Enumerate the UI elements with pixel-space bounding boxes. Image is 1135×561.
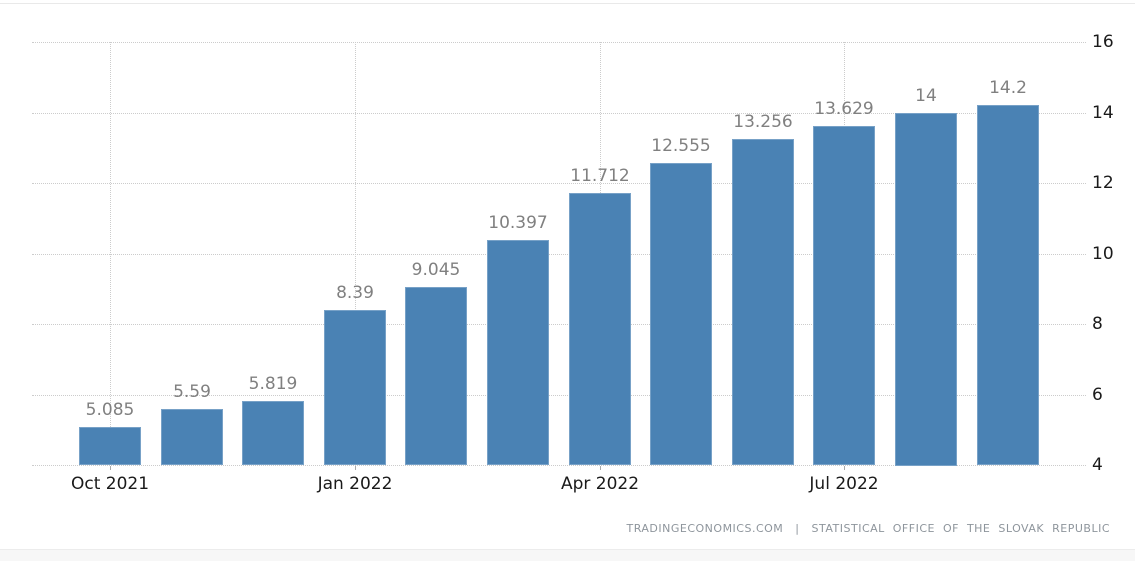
x-axis-tick-label: Apr 2022: [560, 474, 640, 494]
x-axis-tick-label: Jan 2022: [317, 474, 393, 494]
y-axis-tick-label: 8: [1092, 314, 1103, 334]
h-gridline: [32, 113, 1086, 114]
h-gridline: [32, 395, 1086, 396]
h-gridline: [32, 324, 1086, 325]
bar-value-label: 14: [915, 86, 937, 106]
bottom-strip: [0, 549, 1135, 561]
bar-value-label: 5.819: [248, 374, 298, 394]
v-gridline: [110, 42, 111, 465]
y-axis-tick-label: 4: [1092, 455, 1103, 475]
bar: [650, 163, 712, 465]
tradingeconomics-link[interactable]: TRADINGECONOMICS.COM: [626, 522, 784, 535]
x-axis-tick-mark: [355, 466, 356, 470]
bar: [813, 126, 875, 465]
bar: [161, 409, 223, 465]
y-axis-tick-label: 16: [1092, 32, 1114, 52]
y-axis-tick-label: 12: [1092, 173, 1114, 193]
bar: [79, 427, 141, 465]
v-gridline: [355, 42, 356, 465]
bar-value-label: 14.2: [989, 78, 1027, 98]
x-axis-tick-label: Oct 2021: [70, 474, 150, 494]
y-axis-tick-label: 10: [1092, 244, 1114, 264]
x-axis-tick-label: Jul 2022: [809, 474, 879, 494]
bar-value-label: 8.39: [336, 283, 374, 303]
bar: [569, 193, 631, 465]
y-axis-tick-label: 6: [1092, 385, 1103, 405]
bar-value-label: 9.045: [411, 260, 461, 280]
attribution-separator: |: [795, 522, 800, 535]
attribution: TRADINGECONOMICS.COM | STATISTICAL OFFIC…: [626, 522, 1110, 535]
bar-value-label: 13.629: [814, 99, 874, 119]
top-divider: [0, 3, 1135, 4]
x-axis-tick-mark: [110, 466, 111, 470]
bar-chart: 16 14 12 10 8 6 4 Oct 2021 Jan 2022 Apr 2022 Jul 2…: [32, 32, 1114, 494]
bar: [242, 401, 304, 465]
bar-value-label: 13.256: [733, 112, 793, 132]
bar: [732, 139, 794, 465]
h-gridline: [32, 183, 1086, 184]
h-gridline: [32, 254, 1086, 255]
bar-value-label: 5.085: [85, 400, 135, 420]
bar-value-label: 5.59: [173, 382, 211, 402]
bar: [977, 105, 1039, 465]
x-axis-tick-mark: [600, 466, 601, 470]
bar: [487, 240, 549, 465]
bar-value-label: 10.397: [488, 213, 548, 233]
bar: [405, 287, 467, 465]
y-axis-tick-label: 14: [1092, 103, 1114, 123]
h-gridline: [32, 465, 1086, 466]
bar-value-label: 12.555: [651, 136, 711, 156]
x-axis-tick-mark: [844, 466, 845, 470]
bar: [895, 113, 957, 466]
attribution-source: STATISTICAL OFFICE OF THE SLOVAK REPUBLI…: [811, 522, 1110, 535]
bar: [324, 310, 386, 465]
h-gridline: [32, 42, 1086, 43]
bar-value-label: 11.712: [570, 166, 630, 186]
